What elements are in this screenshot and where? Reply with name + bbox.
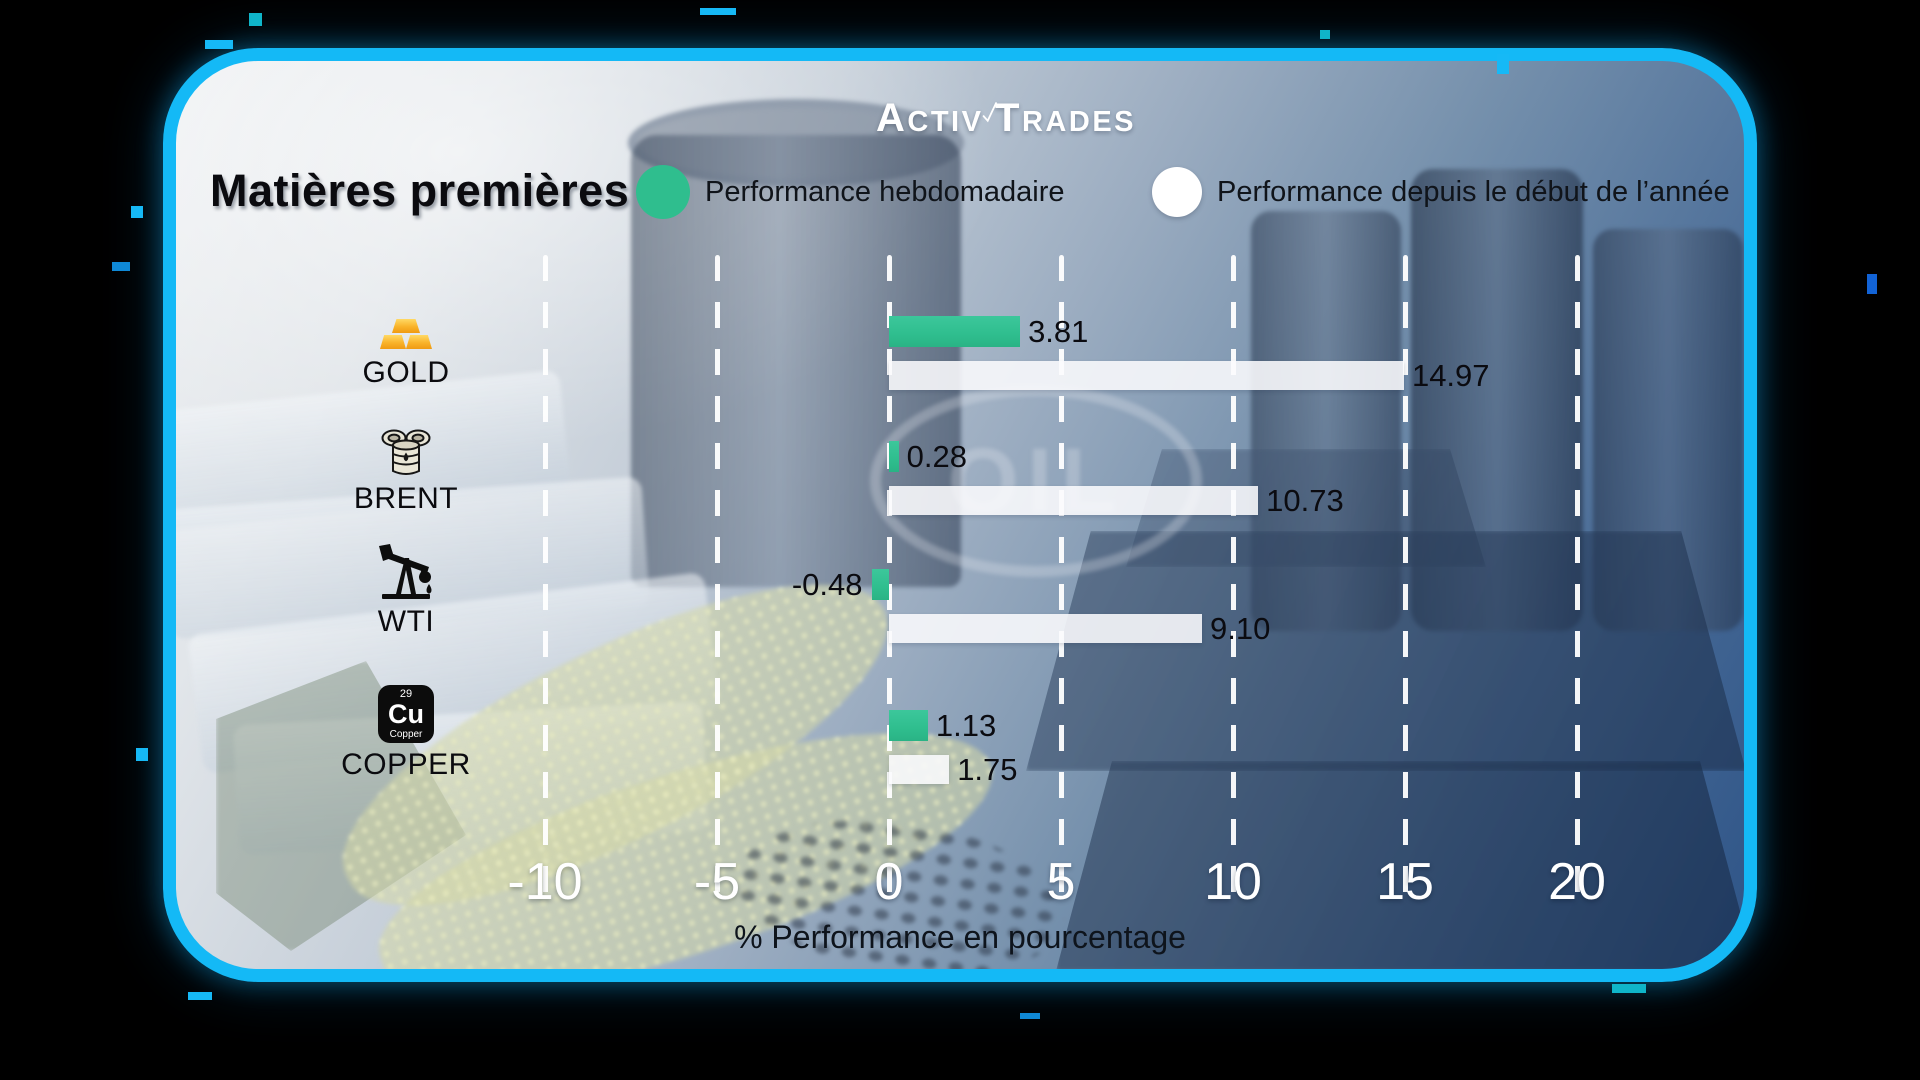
glitch-artifact: [1320, 30, 1330, 39]
bar-weekly-gold: [889, 316, 1021, 347]
category-label-wti: WTI: [377, 605, 435, 638]
category-label-brent: BRENT: [353, 482, 459, 515]
category-copper: 29 Cu Copper COPPER: [338, 681, 474, 781]
glitch-artifact: [112, 262, 130, 271]
bar-ytd-copper: [889, 755, 950, 784]
x-tick-0: 0: [874, 853, 904, 911]
gridline-20: [1574, 255, 1580, 908]
x-tick--5: -5: [693, 853, 741, 911]
glitch-artifact: [1020, 1013, 1040, 1019]
legend-label: Performance depuis le début de l’année: [1217, 175, 1730, 208]
glitch-artifact: [205, 40, 233, 49]
glitch-artifact: [249, 13, 262, 26]
gridline--5: [714, 255, 720, 908]
bar-ytd-wti: [889, 614, 1203, 643]
category-label-copper: COPPER: [341, 748, 471, 781]
value-label-weekly-wti: -0.48: [791, 566, 863, 602]
x-tick--10: -10: [507, 853, 583, 911]
page-title: Matières premières: [210, 165, 630, 216]
value-label-ytd-copper: 1.75: [957, 751, 1018, 787]
gridline-0: [886, 255, 892, 908]
glitch-artifact: [1612, 984, 1646, 993]
category-label-gold: GOLD: [362, 356, 450, 389]
x-tick-5: 5: [1046, 853, 1076, 911]
copper-symbol: Cu: [388, 698, 424, 729]
legend-item-ytd: Performance depuis le début de l’année: [1152, 164, 1730, 220]
gridline-10: [1230, 255, 1236, 908]
bar-weekly-brent: [889, 441, 899, 472]
weekly-legend-dot-icon: [636, 165, 690, 219]
legend-label: Performance hebdomadaire: [705, 175, 1065, 208]
x-tick-20: 20: [1548, 853, 1606, 911]
category-brent: BRENT: [338, 415, 474, 515]
glitch-artifact: [188, 992, 212, 1000]
copper-element-icon: 29 Cu Copper: [338, 681, 474, 743]
glitch-artifact: [136, 748, 148, 761]
bar-ytd-brent: [889, 486, 1259, 515]
glitch-artifact: [1497, 54, 1509, 74]
gridline--10: [542, 255, 548, 908]
category-wti: WTI: [338, 538, 474, 638]
value-label-ytd-gold: 14.97: [1411, 357, 1490, 393]
bar-weekly-copper: [889, 710, 928, 741]
category-gold: GOLD: [338, 289, 474, 389]
bar-chart: -10 -5 0 5 10 15 20 3.81 0.28 -0.48 1.13 14.97 10.73…: [176, 61, 1744, 969]
logo-word-trades: Trades: [995, 96, 1136, 140]
value-label-weekly-copper: 1.13: [935, 707, 997, 743]
x-tick-10: 10: [1204, 853, 1262, 911]
oil-pump-icon: [338, 538, 474, 600]
oil-barrels-icon: [338, 415, 474, 477]
gridline-5: [1058, 255, 1064, 908]
glitch-artifact: [1867, 274, 1877, 294]
glitch-artifact: [131, 206, 143, 218]
x-tick-15: 15: [1376, 853, 1434, 911]
logo-check-icon: [983, 102, 998, 123]
value-label-ytd-wti: 9.10: [1210, 610, 1271, 646]
gold-ingots-icon: [338, 289, 474, 351]
logo-word-activ: Activ: [876, 96, 984, 140]
legend-item-weekly: Performance hebdomadaire: [636, 164, 1064, 220]
gridline-15: [1402, 255, 1408, 908]
glitch-artifact: [700, 8, 736, 15]
value-label-weekly-gold: 3.81: [1028, 313, 1089, 349]
copper-name: Copper: [389, 728, 423, 740]
value-label-ytd-brent: 10.73: [1266, 482, 1344, 518]
infographic-card: OIL Activ Trades Matières premières Perf…: [163, 48, 1757, 982]
copper-atomic-number: 29: [399, 687, 413, 700]
activtrades-logo: Activ Trades: [876, 95, 1136, 145]
bar-ytd-gold: [889, 361, 1404, 390]
bar-weekly-wti: [872, 569, 889, 600]
ytd-legend-dot-icon: [1152, 167, 1202, 217]
x-axis-label: % Performance en pourcentage: [734, 919, 1186, 955]
value-label-weekly-brent: 0.28: [906, 438, 967, 474]
